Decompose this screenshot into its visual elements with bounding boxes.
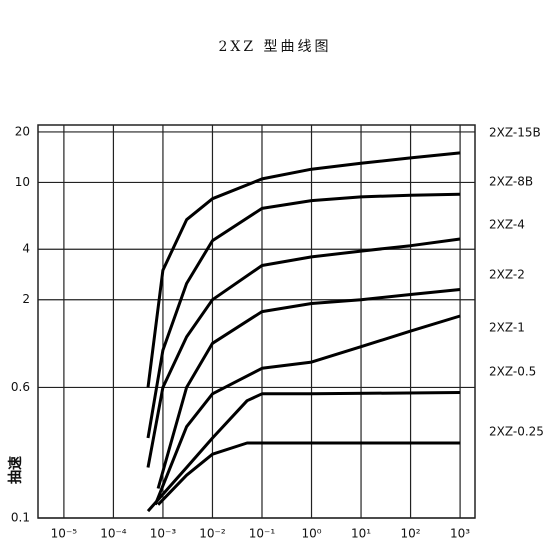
- legend-label: 2XZ-4: [489, 218, 525, 232]
- x-tick-label: 10⁻²: [199, 527, 226, 541]
- legend-label: 2XZ-1: [489, 321, 525, 335]
- y-tick-label: 4: [22, 242, 30, 256]
- chart-title: 2XZ 型曲线图: [218, 39, 331, 55]
- y-tick-label: 0.6: [11, 380, 30, 394]
- curve: [146, 151, 461, 388]
- x-tick-label: 10¹: [351, 527, 371, 541]
- curve: [157, 441, 461, 506]
- y-tick-label: 20: [15, 124, 30, 138]
- curve: [146, 192, 461, 439]
- x-tick-label: 10⁻³: [150, 527, 177, 541]
- x-tick-label: 10²: [401, 527, 421, 541]
- y-axis-label: 抽速: [7, 456, 24, 484]
- curve: [153, 314, 461, 506]
- legend-label: 2XZ-15B: [489, 126, 541, 140]
- y-tick-label: 2: [22, 292, 30, 306]
- plot-frame: [37, 124, 476, 519]
- legend-label: 2XZ-0.25: [489, 425, 544, 439]
- x-tick-label: 10⁰: [301, 527, 321, 541]
- legend-label: 2XZ-8B: [489, 175, 533, 189]
- curve: [156, 288, 461, 489]
- x-tick-label: 10⁻⁵: [51, 527, 78, 541]
- legend-label: 2XZ-0.5: [489, 365, 536, 379]
- curve: [146, 391, 461, 513]
- x-tick-label: 10⁻¹: [249, 527, 276, 541]
- y-tick-label: 10: [15, 175, 30, 189]
- x-tick-label: 10³: [450, 527, 470, 541]
- curve: [146, 237, 461, 468]
- x-tick-label: 10⁻⁴: [100, 527, 127, 541]
- y-tick-label: 0.1: [11, 511, 30, 525]
- legend-label: 2XZ-2: [489, 268, 525, 282]
